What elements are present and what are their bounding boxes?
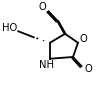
Text: O: O bbox=[84, 64, 92, 74]
Text: NH: NH bbox=[38, 60, 54, 70]
Text: HO: HO bbox=[2, 23, 18, 33]
Text: O: O bbox=[79, 34, 87, 44]
Text: O: O bbox=[38, 2, 46, 12]
